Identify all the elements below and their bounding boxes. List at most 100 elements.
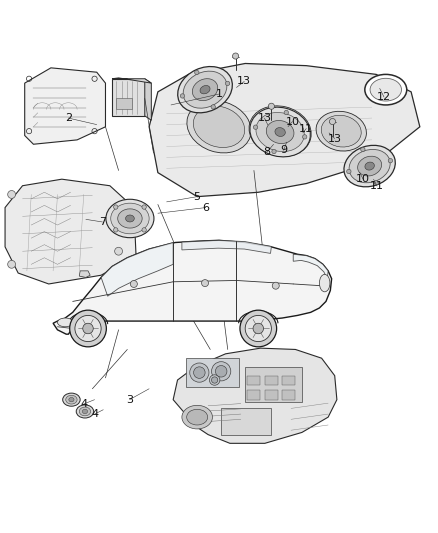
Bar [221, 408, 272, 434]
Text: 7: 7 [99, 217, 106, 227]
Circle shape [233, 53, 239, 59]
Polygon shape [293, 254, 328, 279]
Circle shape [226, 81, 230, 86]
Ellipse shape [255, 111, 305, 151]
Circle shape [272, 282, 279, 289]
Polygon shape [53, 240, 332, 334]
Ellipse shape [183, 71, 227, 108]
Text: 12: 12 [377, 92, 391, 102]
Circle shape [240, 310, 277, 347]
Ellipse shape [200, 85, 210, 94]
Ellipse shape [256, 112, 304, 151]
Circle shape [194, 367, 205, 378]
Ellipse shape [370, 78, 402, 101]
Ellipse shape [187, 409, 208, 425]
Polygon shape [112, 79, 145, 116]
Circle shape [131, 280, 138, 287]
Circle shape [115, 210, 123, 218]
Bar [283, 390, 295, 400]
Circle shape [211, 104, 215, 109]
Ellipse shape [63, 393, 80, 406]
Text: 4: 4 [91, 409, 98, 419]
Circle shape [272, 149, 276, 154]
Circle shape [388, 158, 392, 163]
Ellipse shape [106, 199, 154, 238]
Ellipse shape [349, 149, 390, 183]
Polygon shape [101, 243, 173, 296]
Ellipse shape [266, 120, 294, 143]
Text: 4: 4 [80, 399, 87, 409]
Ellipse shape [192, 79, 218, 101]
Ellipse shape [79, 407, 91, 416]
Ellipse shape [57, 318, 73, 327]
Text: 2: 2 [65, 113, 72, 123]
Text: 5: 5 [194, 192, 201, 201]
Text: 8: 8 [264, 147, 271, 157]
Circle shape [115, 247, 123, 255]
Circle shape [329, 118, 336, 125]
Circle shape [284, 110, 289, 115]
Circle shape [142, 205, 146, 209]
Circle shape [190, 363, 209, 382]
Bar [117, 99, 132, 109]
Ellipse shape [118, 209, 142, 228]
Text: 10: 10 [285, 117, 299, 126]
Circle shape [70, 310, 106, 347]
Text: 10: 10 [356, 174, 370, 184]
Circle shape [303, 135, 307, 139]
Circle shape [209, 375, 220, 385]
Polygon shape [149, 63, 420, 197]
Circle shape [8, 261, 15, 268]
Text: 11: 11 [299, 124, 313, 134]
Text: 3: 3 [126, 394, 133, 405]
Circle shape [194, 70, 199, 75]
Circle shape [253, 323, 264, 334]
Ellipse shape [249, 106, 311, 157]
Ellipse shape [76, 405, 94, 418]
Bar [245, 367, 302, 402]
Polygon shape [145, 79, 151, 120]
Circle shape [83, 323, 93, 334]
Ellipse shape [193, 106, 245, 148]
Ellipse shape [178, 67, 232, 113]
Polygon shape [112, 78, 151, 83]
Text: 13: 13 [328, 134, 342, 143]
Circle shape [113, 228, 118, 232]
Bar [265, 390, 278, 400]
Text: 1: 1 [215, 89, 223, 99]
Circle shape [347, 169, 351, 174]
Circle shape [253, 125, 258, 130]
Circle shape [201, 280, 208, 287]
Circle shape [142, 228, 146, 232]
Ellipse shape [344, 146, 396, 187]
Ellipse shape [365, 75, 407, 105]
Circle shape [113, 205, 118, 209]
Ellipse shape [187, 101, 251, 153]
Bar [247, 390, 261, 400]
Ellipse shape [182, 405, 212, 429]
Ellipse shape [316, 111, 367, 151]
Circle shape [75, 316, 101, 342]
Text: 6: 6 [202, 203, 209, 213]
Text: 11: 11 [370, 181, 384, 191]
Text: 9: 9 [280, 146, 287, 155]
Circle shape [212, 377, 218, 383]
Polygon shape [25, 68, 106, 144]
Polygon shape [182, 240, 272, 253]
Bar [283, 376, 295, 385]
Polygon shape [5, 179, 136, 284]
Ellipse shape [126, 215, 134, 222]
Circle shape [245, 316, 272, 342]
Ellipse shape [358, 156, 381, 176]
Ellipse shape [275, 127, 285, 136]
Circle shape [374, 181, 378, 185]
Bar [247, 376, 261, 385]
Ellipse shape [321, 115, 361, 147]
Ellipse shape [250, 107, 311, 157]
Ellipse shape [365, 162, 374, 170]
Ellipse shape [66, 395, 77, 404]
Polygon shape [79, 271, 90, 277]
Circle shape [361, 147, 365, 152]
Ellipse shape [111, 203, 149, 234]
Circle shape [212, 362, 231, 381]
